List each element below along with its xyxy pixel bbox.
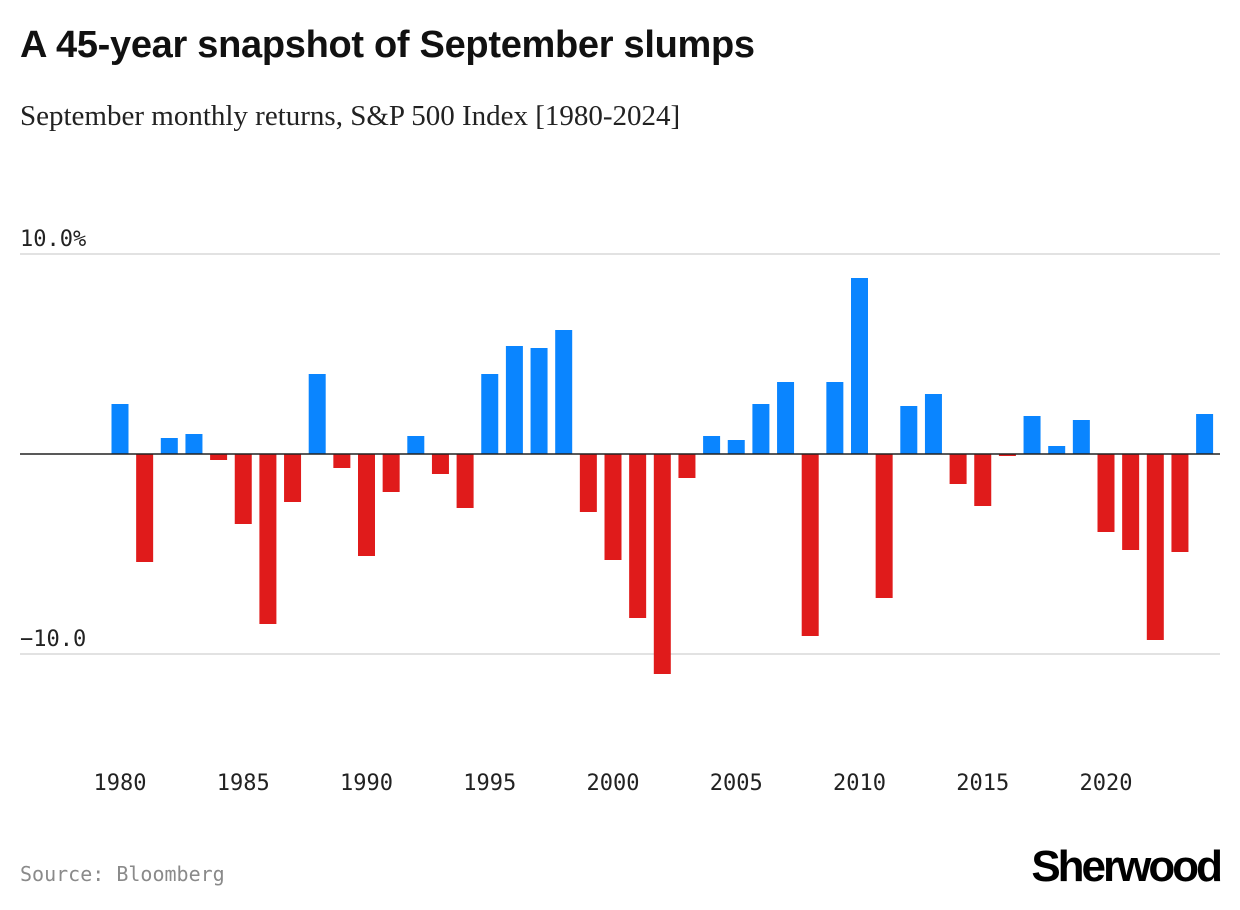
bar-1997 bbox=[530, 348, 548, 454]
bar-1999 bbox=[579, 454, 597, 512]
x-tick-label: 2020 bbox=[1080, 771, 1133, 796]
bar-1991 bbox=[382, 454, 400, 492]
bar-2022 bbox=[1146, 454, 1164, 640]
bar-1995 bbox=[481, 374, 499, 454]
bar-2023 bbox=[1171, 454, 1189, 552]
bar-1984 bbox=[210, 454, 228, 460]
bar-1986 bbox=[259, 454, 277, 624]
bar-1988 bbox=[308, 374, 326, 454]
bar-2024 bbox=[1196, 414, 1214, 454]
bar-1996 bbox=[505, 346, 523, 454]
bar-1980 bbox=[111, 404, 129, 454]
bar-2015 bbox=[974, 454, 992, 506]
bar-2014 bbox=[949, 454, 967, 484]
x-tick-label: 1995 bbox=[463, 771, 516, 796]
x-tick-label: 1980 bbox=[94, 771, 147, 796]
x-tick-label: 1990 bbox=[340, 771, 393, 796]
bar-1990 bbox=[358, 454, 375, 556]
bar-2011 bbox=[875, 454, 893, 598]
bar-2021 bbox=[1122, 454, 1140, 550]
bar-1998 bbox=[555, 330, 573, 454]
bar-1992 bbox=[407, 436, 425, 454]
bar-2013 bbox=[924, 394, 942, 454]
bar-2019 bbox=[1072, 420, 1090, 454]
bar-2020 bbox=[1097, 454, 1115, 532]
bar-2006 bbox=[752, 404, 770, 454]
bar-1983 bbox=[185, 434, 203, 454]
bar-2009 bbox=[826, 382, 844, 454]
bar-1985 bbox=[234, 454, 252, 524]
bar-2001 bbox=[629, 454, 647, 618]
bar-2003 bbox=[678, 454, 696, 478]
bar-2018 bbox=[1048, 446, 1066, 454]
source-note: Source: Bloomberg bbox=[20, 862, 225, 886]
bar-2002 bbox=[653, 454, 671, 674]
x-tick-label: 2015 bbox=[956, 771, 1009, 796]
bar-1989 bbox=[333, 454, 351, 468]
x-tick-label: 2000 bbox=[587, 771, 640, 796]
bar-2000 bbox=[604, 454, 622, 560]
bar-2016 bbox=[998, 454, 1016, 456]
chart-title: A 45-year snapshot of September slumps bbox=[20, 24, 755, 66]
y-tick-label: −10.0 bbox=[20, 627, 86, 652]
x-tick-label: 2010 bbox=[833, 771, 886, 796]
bar-2010 bbox=[851, 278, 868, 454]
bar-1994 bbox=[456, 454, 474, 508]
x-tick-label: 1985 bbox=[217, 771, 270, 796]
bar-2017 bbox=[1023, 416, 1041, 454]
bar-1981 bbox=[136, 454, 154, 562]
bar-2008 bbox=[801, 454, 819, 636]
y-tick-label: 10.0% bbox=[20, 227, 86, 252]
bar-1987 bbox=[284, 454, 302, 502]
bar-2004 bbox=[703, 436, 721, 454]
bar-1982 bbox=[160, 438, 178, 454]
bar-2012 bbox=[900, 406, 918, 454]
bar-2007 bbox=[777, 382, 795, 454]
chart-subtitle: September monthly returns, S&P 500 Index… bbox=[20, 100, 681, 132]
x-tick-label: 2005 bbox=[710, 771, 763, 796]
bar-1993 bbox=[431, 454, 449, 474]
sherwood-logo: Sherwood bbox=[1031, 842, 1223, 891]
bar-2005 bbox=[727, 440, 745, 454]
